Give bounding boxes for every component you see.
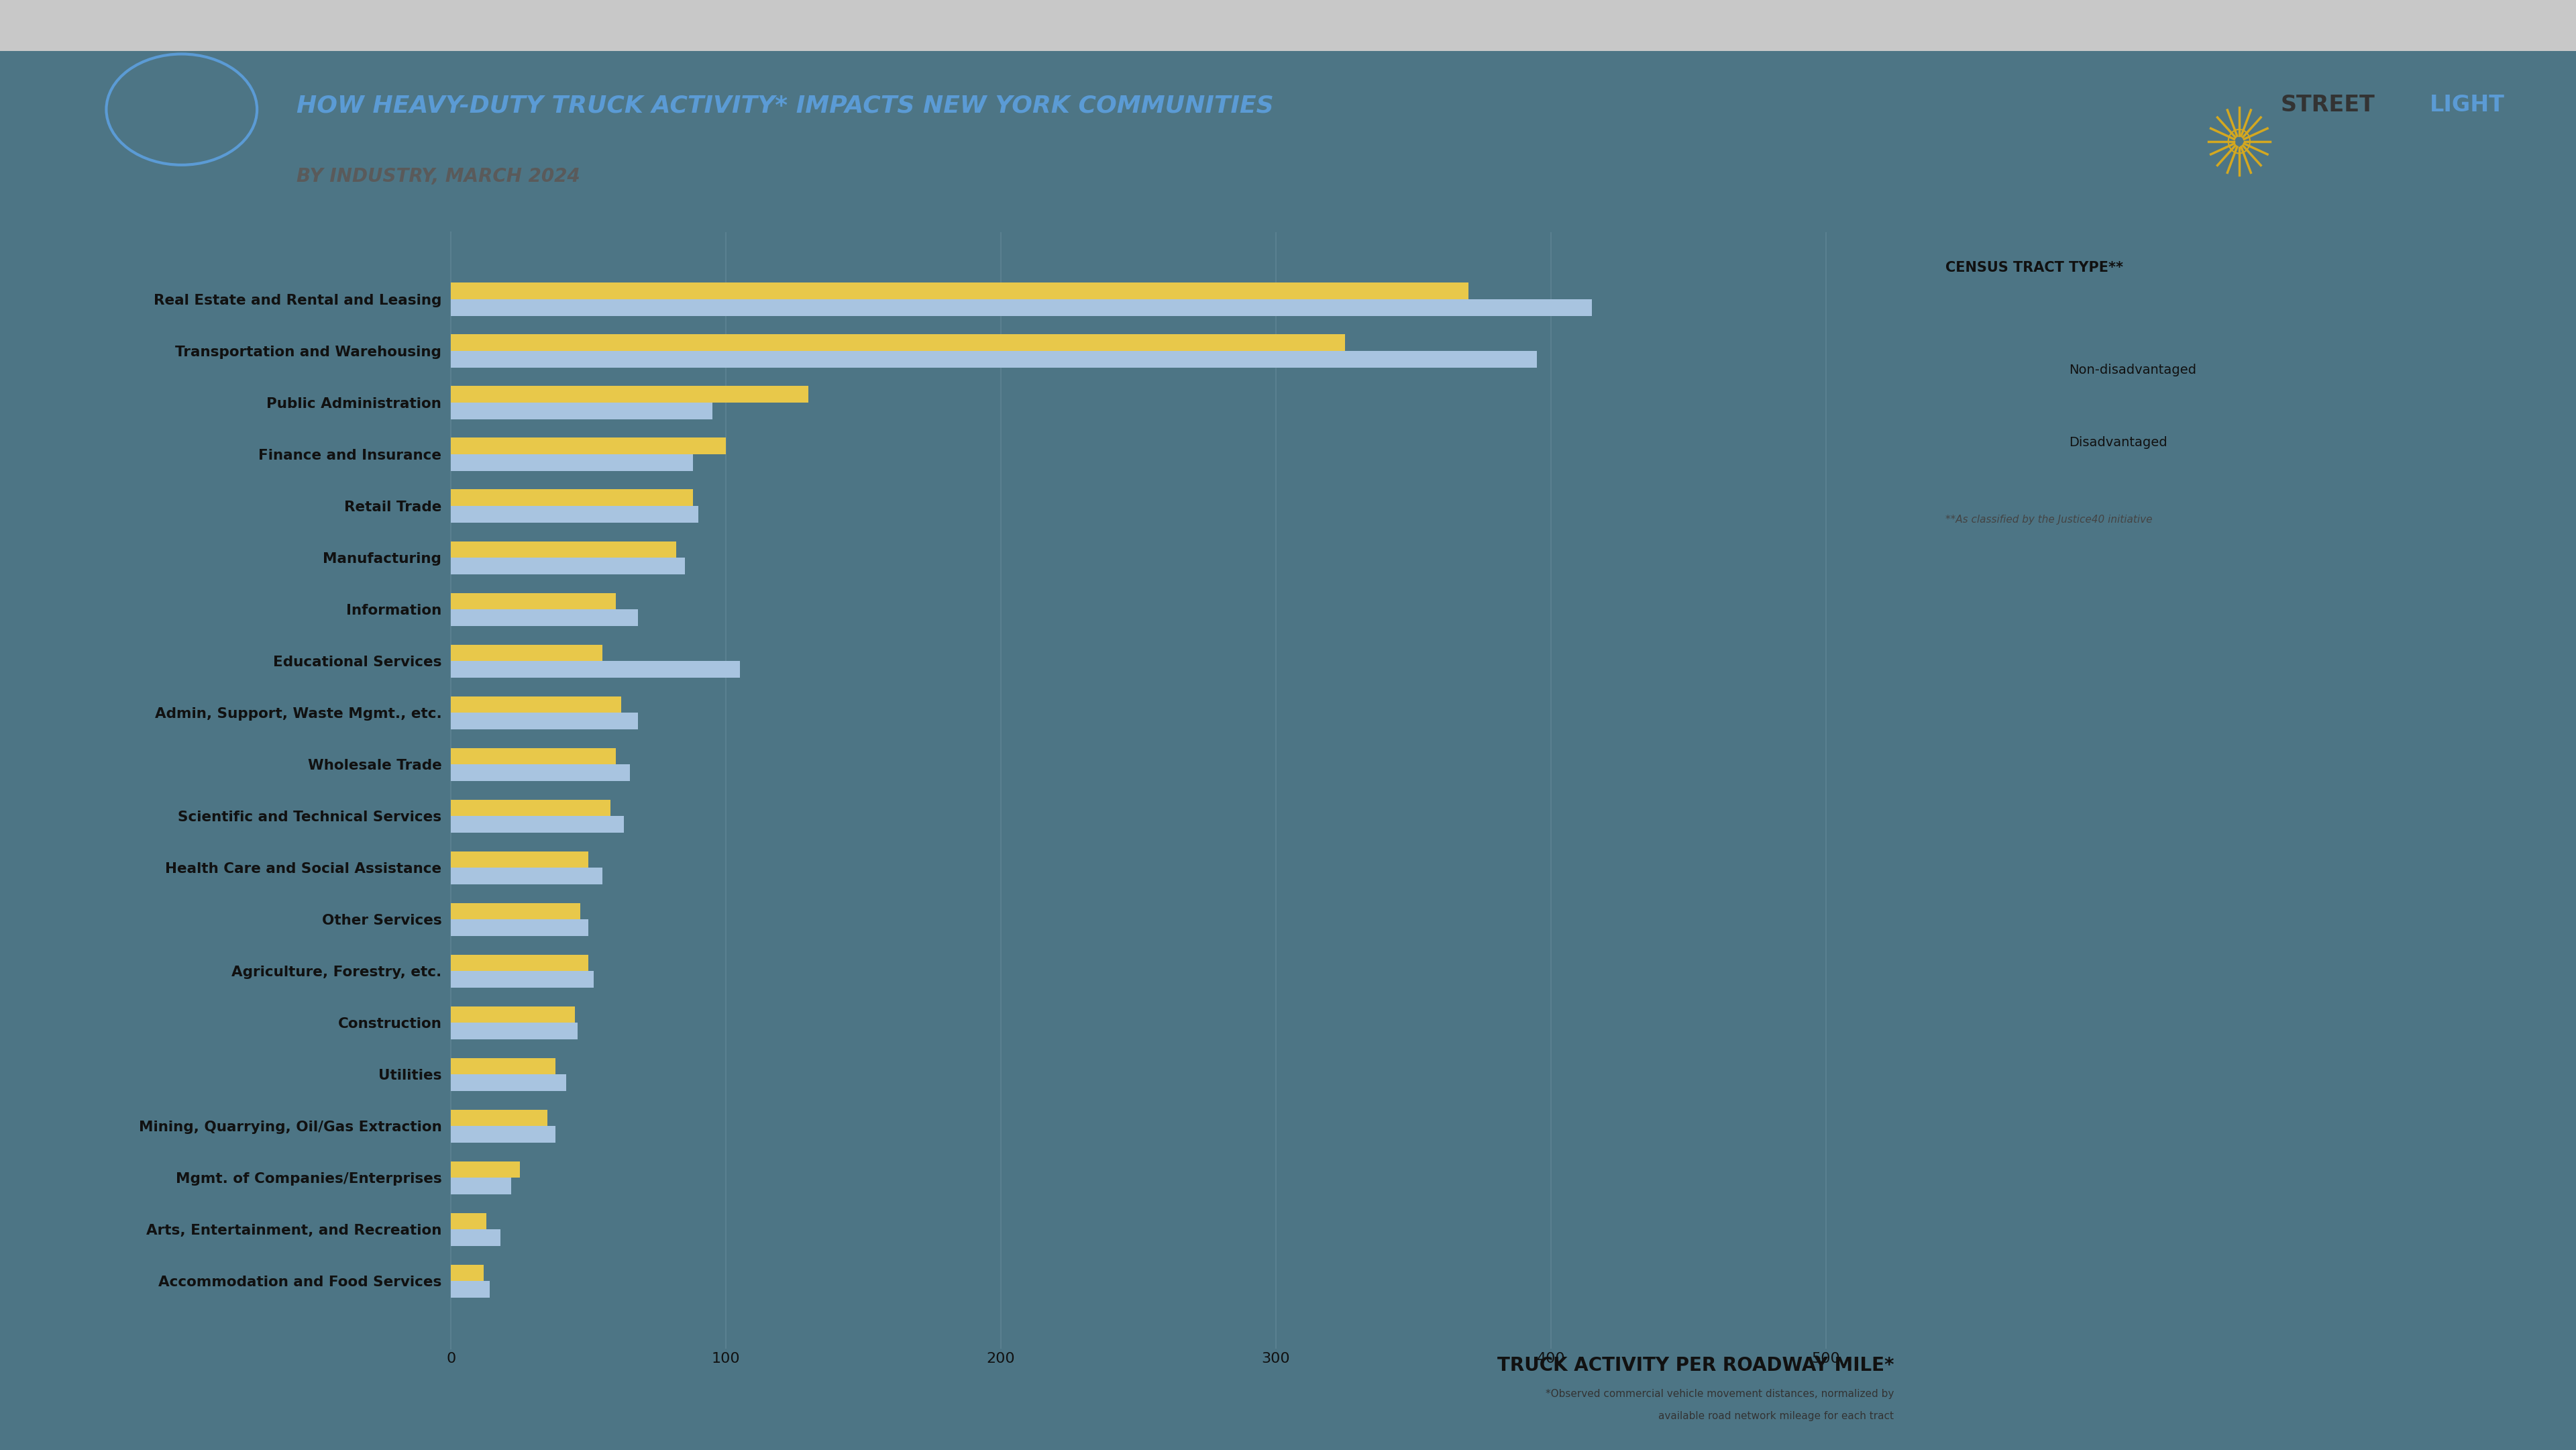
Bar (451, 335, 1345, 351)
Bar (451, 1006, 574, 1022)
Text: BY INDUSTRY, MARCH 2024: BY INDUSTRY, MARCH 2024 (296, 167, 580, 186)
Bar (451, 972, 592, 987)
Bar (451, 1282, 489, 1298)
Bar (451, 851, 587, 867)
Bar (451, 609, 639, 626)
Text: TRUCK ACTIVITY PER ROADWAY MILE*: TRUCK ACTIVITY PER ROADWAY MILE* (1497, 1356, 1893, 1375)
Text: *Observed commercial vehicle movement distances, normalized by: *Observed commercial vehicle movement di… (1546, 1389, 1893, 1399)
Bar (451, 299, 1592, 316)
Bar (451, 403, 711, 419)
Bar (451, 1177, 510, 1195)
Text: available road network mileage for each tract: available road network mileage for each … (1659, 1411, 1893, 1421)
Bar (451, 1109, 546, 1127)
Bar (451, 438, 726, 454)
Bar (451, 1074, 567, 1090)
Bar (451, 696, 621, 713)
Bar (451, 283, 1468, 299)
Bar (451, 506, 698, 522)
Bar (451, 1127, 556, 1143)
Bar (451, 558, 685, 574)
Bar (451, 764, 629, 782)
Bar (451, 954, 587, 972)
Text: Disadvantaged: Disadvantaged (2069, 436, 2166, 448)
Bar (451, 386, 809, 403)
Bar (451, 1214, 487, 1230)
Bar (451, 903, 580, 919)
Bar (451, 661, 739, 677)
Bar (451, 816, 623, 832)
Bar (451, 490, 693, 506)
Bar (451, 919, 587, 937)
Bar (451, 799, 611, 816)
Text: STREET: STREET (2280, 94, 2375, 116)
Bar (451, 593, 616, 609)
Bar (451, 713, 639, 729)
Bar (451, 351, 1538, 367)
Bar (451, 1161, 520, 1177)
Bar (451, 1058, 556, 1074)
Text: LIGHT: LIGHT (2429, 94, 2504, 116)
Text: **As classified by the Justice40 initiative: **As classified by the Justice40 initiat… (1945, 515, 2151, 525)
Text: Non-disadvantaged: Non-disadvantaged (2069, 364, 2195, 376)
Bar (451, 644, 603, 661)
Text: HOW HEAVY-DUTY TRUCK ACTIVITY* IMPACTS NEW YORK COMMUNITIES: HOW HEAVY-DUTY TRUCK ACTIVITY* IMPACTS N… (296, 94, 1273, 117)
Bar (451, 1230, 500, 1246)
Bar (451, 454, 693, 471)
Bar (451, 1022, 577, 1040)
Bar (451, 1264, 484, 1282)
Text: CENSUS TRACT TYPE**: CENSUS TRACT TYPE** (1945, 261, 2123, 274)
Bar (451, 541, 677, 558)
Bar (451, 867, 603, 885)
Bar (451, 748, 616, 764)
